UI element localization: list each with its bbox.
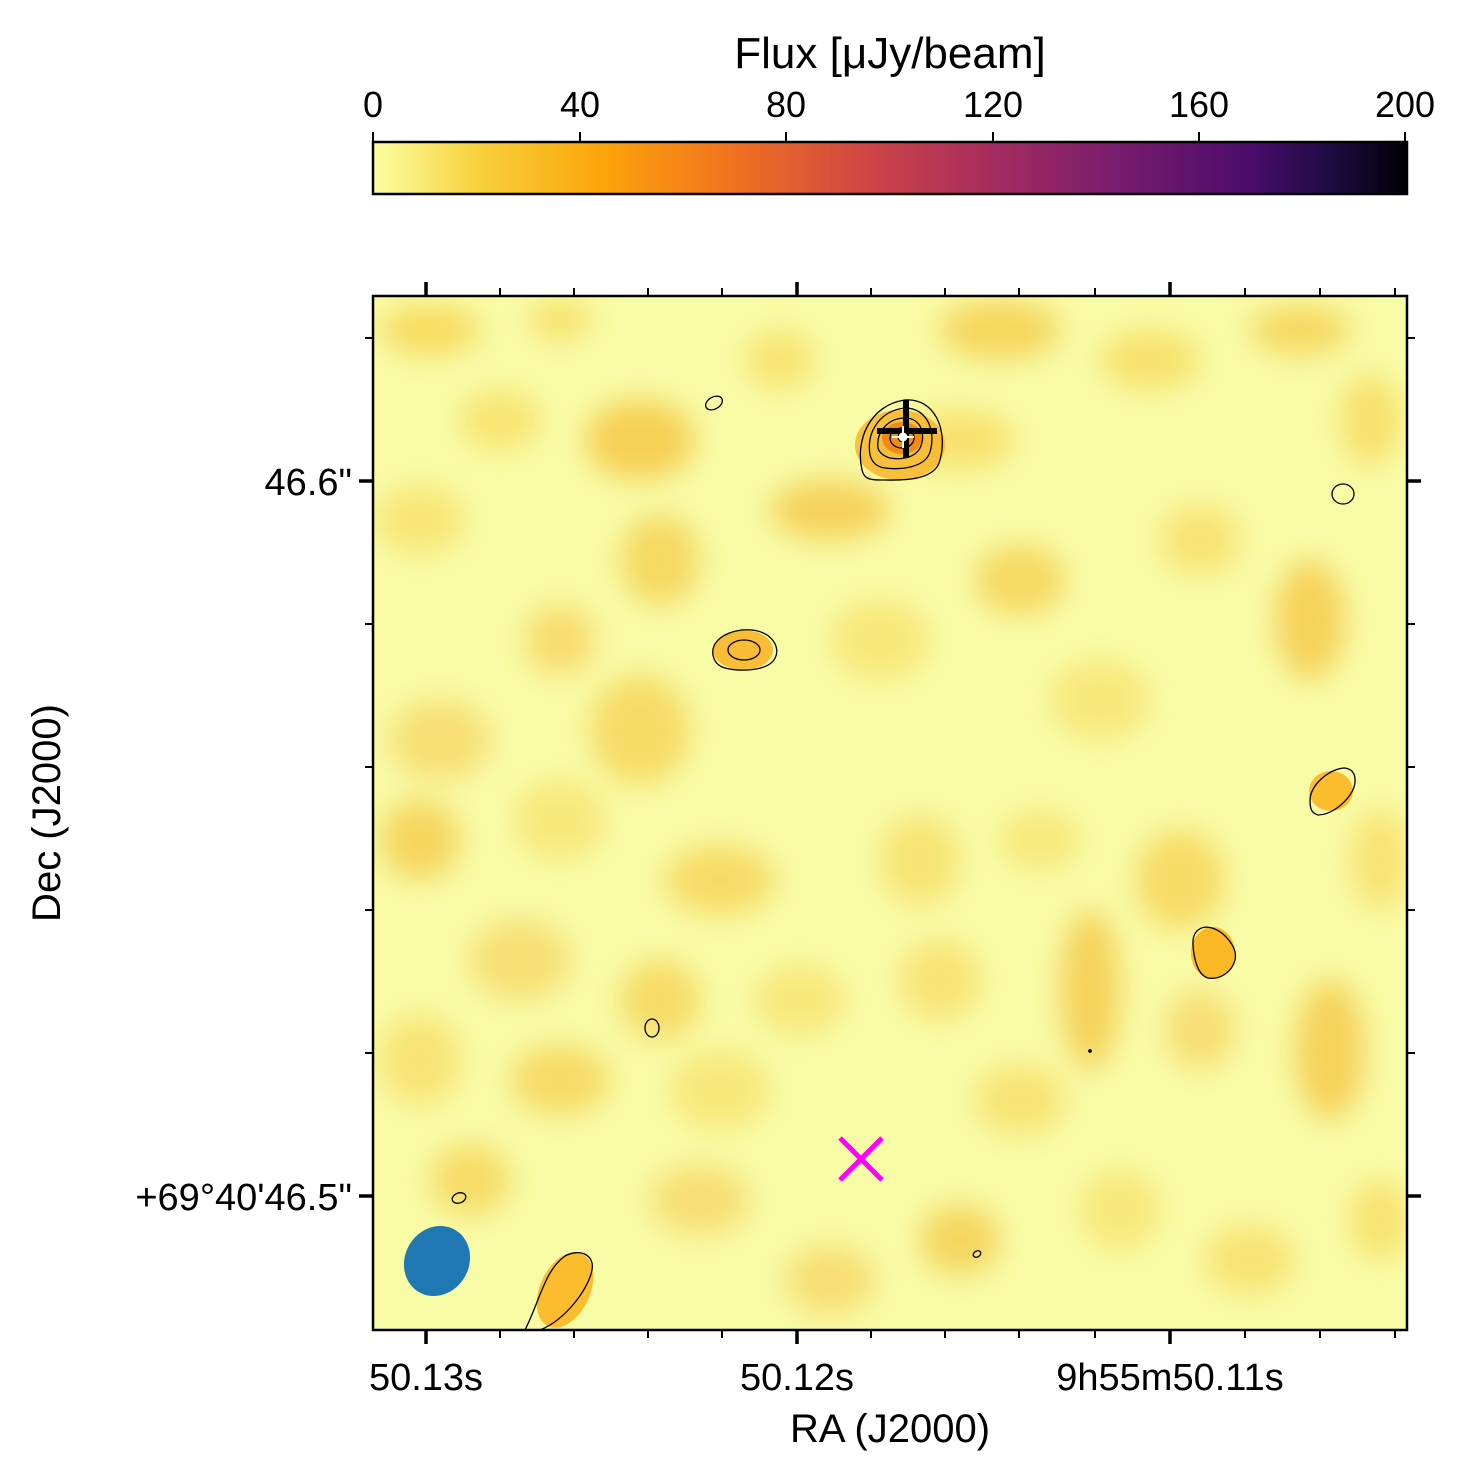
x-axis-label: RA (J2000) [790,1407,990,1451]
mid-left-source-contour-2 [727,639,761,661]
x-tick-labels: 50.13s 50.12s 9h55m50.11s [369,1357,1284,1399]
x-ticks [424,282,1396,1344]
colorbar-tick-0: 0 [363,84,383,125]
bright-source-contour-2 [868,407,933,470]
colorbar-ticks [372,132,1406,142]
bottom-left-source-contour [524,1252,593,1330]
contour-small-top [704,395,724,411]
contour-dot [1088,1049,1092,1053]
contour-small-right-top [1331,483,1355,505]
contour-small-left-bottom [451,1192,467,1204]
x-tick-label-50.11s: 9h55m50.11s [1056,1357,1283,1399]
beam-ellipse [403,1225,471,1297]
bright-source-contour-1 [859,399,943,481]
colorbar-tick-200: 200 [1375,84,1435,125]
colorbar-tick-labels: 0 40 80 120 160 200 [363,84,1435,125]
colorbar: Flux [μJy/beam] 0 40 80 120 160 200 [363,29,1435,196]
y-tick-label-46.6: 46.6" [265,462,352,504]
y-ticks [359,337,1421,1198]
x-tick-label-50.12s: 50.12s [740,1357,854,1399]
mid-left-source-contour-1 [712,629,778,671]
contour-small-bottom-mid [972,1250,982,1258]
right-lower-source-fill [1191,927,1235,979]
colorbar-gradient [371,140,1409,196]
right-source-contour [1309,767,1356,816]
bright-source-cross [877,400,937,458]
noise-texture [375,300,1407,1315]
y-tick-labels: 46.6" +69°40'46.5" [135,462,352,1219]
y-tick-label-46.5: +69°40'46.5" [135,1177,352,1219]
colorbar-tick-120: 120 [963,84,1023,125]
magenta-x-marker [838,1136,884,1182]
plot-frame [371,294,1409,1332]
mid-left-source-fill [713,630,773,670]
contours [451,395,1356,1330]
right-source-fill [1309,771,1353,811]
colorbar-tick-160: 160 [1169,84,1229,125]
x-tick-label-50.13s: 50.13s [369,1357,483,1399]
right-lower-source-contour [1192,926,1237,979]
y-axis-label: Dec (J2000) [25,704,69,922]
colorbar-tick-80: 80 [766,84,806,125]
plot-area [373,296,1407,1330]
bright-source-contour-3 [877,417,924,460]
contour-small-left-mid [644,1018,660,1038]
colorbar-label: Flux [μJy/beam] [734,29,1045,78]
colorbar-tick-40: 40 [560,84,600,125]
